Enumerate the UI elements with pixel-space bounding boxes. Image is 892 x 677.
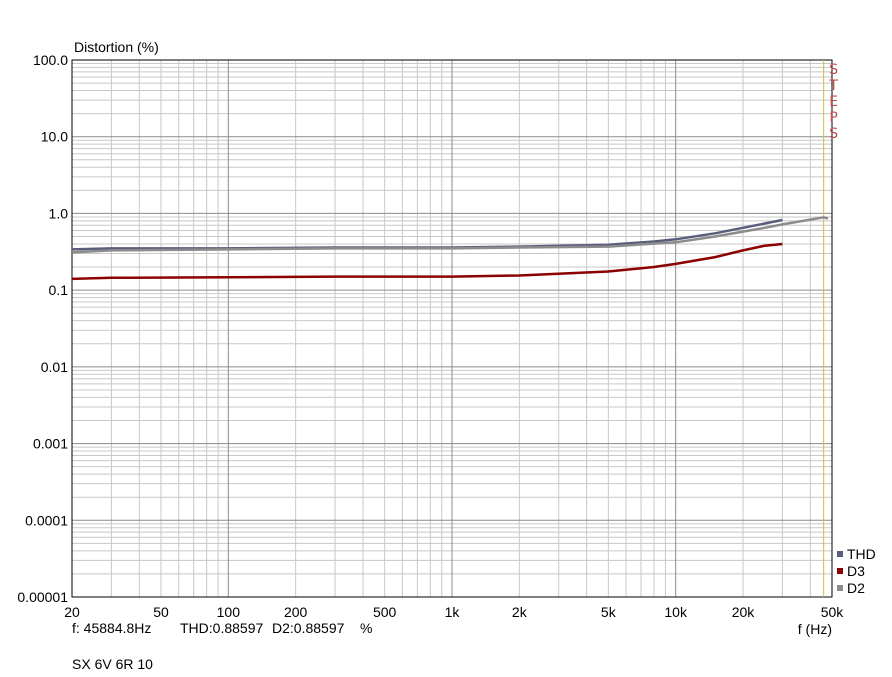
x-tick-label: 10k xyxy=(664,604,688,620)
y-tick-label: 0.001 xyxy=(33,436,68,452)
legend-label-d3: D3 xyxy=(847,563,865,579)
y-tick-label: 0.00001 xyxy=(17,589,68,605)
legend-item-thd[interactable]: THD xyxy=(837,546,876,562)
steps-letter: S xyxy=(829,126,838,142)
series-line-d3 xyxy=(71,242,783,281)
series-layer xyxy=(71,216,829,281)
x-axis-label: f (Hz) xyxy=(798,621,832,637)
x-tick-label: 20k xyxy=(732,604,756,620)
x-tick-label: 50 xyxy=(153,604,169,620)
x-tick-labels: 20 50 100 200 500 1k 2k 5k 10k 20k 50k xyxy=(64,604,844,620)
plot-frame xyxy=(71,59,833,598)
readout-unit: % xyxy=(360,620,373,636)
y-tick-label: 0.1 xyxy=(49,282,69,298)
chart-caption: SX 6V 6R 10 xyxy=(72,656,153,672)
legend-swatch-thd xyxy=(837,551,843,557)
y-tick-label: 100.0 xyxy=(33,52,68,68)
steps-letter: E xyxy=(829,94,838,110)
x-tick-label: 5k xyxy=(601,604,617,620)
y-tick-labels: 100.0 10.0 1.0 0.1 0.01 0.001 0.0001 0.00001 xyxy=(17,52,68,605)
y-tick-label: 10.0 xyxy=(41,129,68,145)
legend-item-d3[interactable]: D3 xyxy=(837,563,865,579)
y-tick-label: 0.0001 xyxy=(25,512,68,528)
y-tick-label: 0.01 xyxy=(41,359,68,375)
x-tick-label: 2k xyxy=(512,604,528,620)
steps-letter: P xyxy=(829,110,837,126)
legend-label-d2: D2 xyxy=(847,580,865,596)
legend-item-d2[interactable]: D2 xyxy=(837,580,865,596)
x-tick-label: 100 xyxy=(217,604,241,620)
readout-thd: THD:0.88597 xyxy=(180,620,264,636)
legend-label-thd: THD xyxy=(847,546,876,562)
legend-swatch-d2 xyxy=(837,585,843,591)
y-tick-label: 1.0 xyxy=(49,205,69,221)
steps-letter: S xyxy=(829,62,838,78)
x-tick-label: 200 xyxy=(284,604,308,620)
x-tick-label: 20 xyxy=(64,604,80,620)
steps-letter: T xyxy=(828,78,838,94)
x-tick-label: 1k xyxy=(445,604,461,620)
legend-swatch-d3 xyxy=(837,568,843,574)
readout-frequency: f: 45884.8Hz xyxy=(72,620,152,636)
x-tick-label: 500 xyxy=(373,604,397,620)
readout-d2: D2:0.88597 xyxy=(272,620,345,636)
series-line-d2 xyxy=(71,216,829,254)
y-axis-label: Distortion (%) xyxy=(74,39,159,55)
x-tick-label: 50k xyxy=(821,604,845,620)
